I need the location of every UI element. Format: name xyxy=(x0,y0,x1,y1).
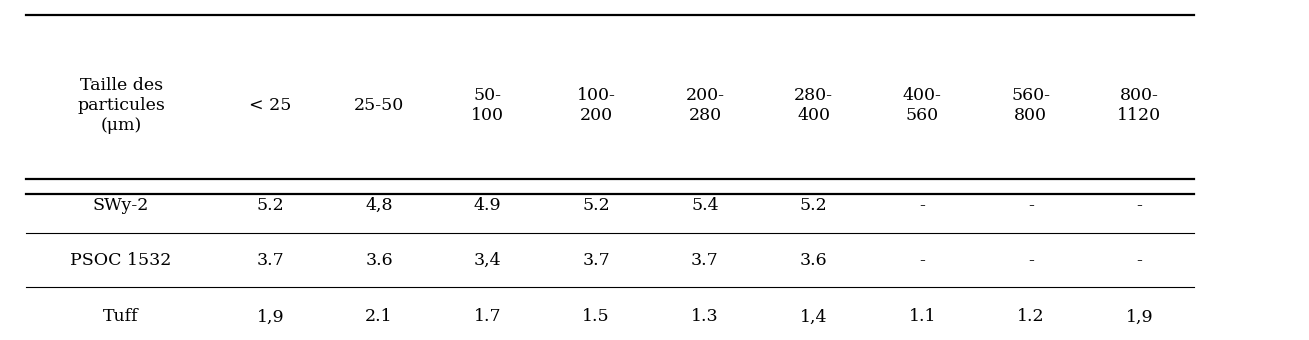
Text: 1,4: 1,4 xyxy=(800,308,827,325)
Text: 800-
1120: 800- 1120 xyxy=(1118,87,1161,124)
Text: 100-
200: 100- 200 xyxy=(577,87,615,124)
Text: 3.6: 3.6 xyxy=(365,252,393,269)
Text: 4,8: 4,8 xyxy=(365,197,393,214)
Text: 25-50: 25-50 xyxy=(353,97,404,114)
Text: -: - xyxy=(1136,197,1143,214)
Text: 5.2: 5.2 xyxy=(257,197,284,214)
Text: 3.7: 3.7 xyxy=(583,252,610,269)
Text: 200-
280: 200- 280 xyxy=(686,87,724,124)
Text: -: - xyxy=(1136,252,1143,269)
Text: < 25: < 25 xyxy=(249,97,292,114)
Text: 3.6: 3.6 xyxy=(800,252,827,269)
Text: 50-
100: 50- 100 xyxy=(471,87,504,124)
Text: -: - xyxy=(1028,252,1034,269)
Text: 4.9: 4.9 xyxy=(474,197,501,214)
Text: 2.1: 2.1 xyxy=(365,308,393,325)
Text: -: - xyxy=(919,252,925,269)
Text: 1.1: 1.1 xyxy=(908,308,936,325)
Text: PSOC 1532: PSOC 1532 xyxy=(71,252,171,269)
Text: 1.3: 1.3 xyxy=(691,308,719,325)
Text: -: - xyxy=(919,197,925,214)
Text: 5.2: 5.2 xyxy=(583,197,610,214)
Text: 3,4: 3,4 xyxy=(474,252,501,269)
Text: SWy-2: SWy-2 xyxy=(93,197,149,214)
Text: 1.5: 1.5 xyxy=(583,308,610,325)
Text: 1,9: 1,9 xyxy=(1126,308,1153,325)
Text: Tuff: Tuff xyxy=(103,308,139,325)
Text: 560-
800: 560- 800 xyxy=(1012,87,1050,124)
Text: -: - xyxy=(1028,197,1034,214)
Text: Taille des
particules
(μm): Taille des particules (μm) xyxy=(77,77,165,134)
Text: 1,9: 1,9 xyxy=(257,308,284,325)
Text: 5.4: 5.4 xyxy=(691,197,719,214)
Text: 5.2: 5.2 xyxy=(800,197,827,214)
Text: 1.2: 1.2 xyxy=(1017,308,1045,325)
Text: 3.7: 3.7 xyxy=(691,252,719,269)
Text: 280-
400: 280- 400 xyxy=(795,87,833,124)
Text: 1.7: 1.7 xyxy=(474,308,501,325)
Text: 3.7: 3.7 xyxy=(257,252,284,269)
Text: 400-
560: 400- 560 xyxy=(903,87,941,124)
